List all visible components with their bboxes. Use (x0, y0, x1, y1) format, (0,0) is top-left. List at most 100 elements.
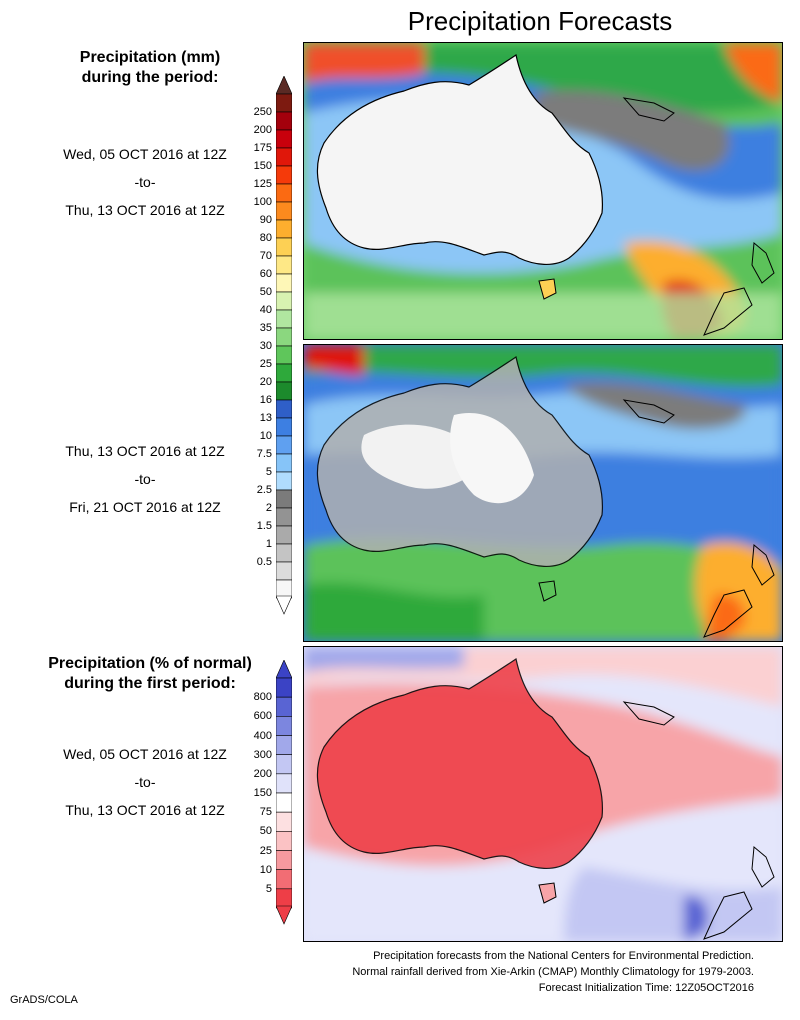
map-period2 (303, 344, 783, 642)
colorbar-swatch (276, 579, 292, 599)
new-zealand-outline (703, 846, 775, 940)
period3-end: Thu, 13 OCT 2016 at 12Z (65, 802, 225, 818)
colorbar-label: 2 (265, 502, 272, 514)
colorbar-label: 75 (259, 806, 272, 819)
colorbar-label: 1 (265, 538, 272, 550)
colorbar-swatch (276, 435, 292, 455)
colorbar-swatch (276, 453, 292, 473)
period2-end: Fri, 21 OCT 2016 at 12Z (69, 499, 221, 515)
page-title: Precipitation Forecasts (407, 6, 673, 36)
period2-start: Thu, 13 OCT 2016 at 12Z (65, 443, 225, 459)
colorbar-label: 175 (253, 142, 272, 154)
colorbar-swatch (276, 543, 292, 563)
colorbar-swatch (276, 381, 292, 401)
precip-pct-title-line1: Precipitation (% of normal) (48, 655, 252, 672)
precip-mm-colorbar (276, 76, 292, 615)
map-percent-normal (303, 646, 783, 942)
colorbar-label: 10 (259, 863, 272, 876)
pct-colorbar-top-arrow (276, 660, 292, 679)
period1-sep: -to- (134, 174, 156, 190)
colorbar-swatch (276, 869, 292, 890)
colorbar-top-arrow (276, 76, 292, 95)
colorbar-label: 0.5 (256, 556, 272, 568)
colorbar-label: 70 (259, 250, 272, 262)
colorbar-swatch (276, 754, 292, 775)
colorbar-label: 25 (259, 358, 272, 370)
colorbar-label: 60 (259, 268, 272, 280)
colorbar-swatch (276, 345, 292, 365)
australia-outline (316, 658, 604, 869)
colorbar-swatch (276, 327, 292, 347)
colorbar-label: 5 (265, 466, 272, 478)
colorbar-label: 1.5 (256, 520, 272, 532)
pct-colorbar-bottom-arrow (276, 905, 292, 925)
period1-end: Thu, 13 OCT 2016 at 12Z (65, 202, 225, 218)
period3-sep: -to- (134, 774, 156, 790)
colorbar-swatch (276, 507, 292, 527)
colorbar-label: 35 (259, 322, 272, 334)
colorbar-label: 20 (259, 376, 272, 388)
colorbar-swatch (276, 716, 292, 736)
colorbar-label: 400 (253, 729, 272, 742)
colorbar-swatch (276, 735, 292, 755)
colorbar-swatch (276, 561, 292, 581)
colorbar-swatch (276, 773, 292, 794)
colorbar-bottom-arrow (276, 595, 292, 615)
footer-line1: Precipitation forecasts from the Nationa… (373, 950, 754, 962)
colorbar-swatch (276, 291, 292, 311)
colorbar-label: 40 (259, 304, 272, 316)
colorbar-swatch (276, 255, 292, 275)
colorbar-label: 800 (253, 691, 272, 704)
map-period1 (303, 42, 783, 340)
colorbar-label: 10 (259, 430, 272, 442)
colorbar-swatch (276, 219, 292, 239)
new-guinea-outline (622, 701, 675, 726)
colorbar-label: 150 (253, 160, 272, 172)
australia-outline (316, 54, 604, 265)
colorbar-swatch (276, 471, 292, 491)
precip-pct-colorbar (276, 660, 292, 925)
tasmania-outline (538, 580, 557, 602)
colorbar-swatch (276, 831, 292, 851)
precip-pct-title: Precipitation (% of normal) during the f… (0, 654, 300, 694)
credit-text: GrADS/COLA (10, 994, 78, 1006)
colorbar-swatch (276, 850, 292, 870)
colorbar-label: 13 (259, 412, 272, 424)
colorbar-swatch (276, 696, 292, 717)
colorbar-swatch (276, 201, 292, 221)
colorbar-label: 25 (259, 844, 272, 857)
precip-pct-title-line2: during the first period: (64, 675, 236, 692)
colorbar-swatch (276, 888, 292, 909)
colorbar-swatch (276, 237, 292, 257)
colorbar-label: 50 (259, 825, 272, 838)
colorbar-swatch (276, 309, 292, 329)
colorbar-swatch (276, 129, 292, 149)
colorbar-swatch (276, 183, 292, 203)
footer-line2: Normal rainfall derived from Xie-Arkin (… (352, 966, 754, 978)
new-zealand-outline (703, 544, 775, 638)
colorbar-swatch (276, 677, 292, 698)
colorbar-swatch (276, 489, 292, 509)
colorbar-label: 80 (259, 232, 272, 244)
colorbar-swatch (276, 93, 292, 113)
colorbar-label: 30 (259, 340, 272, 352)
footer-notes: Precipitation forecasts from the Nationa… (352, 948, 754, 996)
footer-line3: Forecast Initialization Time: 12Z05OCT20… (538, 982, 754, 994)
colorbar-label: 125 (253, 178, 272, 190)
precip-mm-title-line2: during the period: (81, 69, 219, 86)
new-zealand-outline (703, 242, 775, 336)
colorbar-swatch (276, 417, 292, 437)
colorbar-swatch (276, 273, 292, 293)
colorbar-label: 200 (253, 767, 272, 780)
colorbar-label: 7.5 (256, 448, 272, 460)
colorbar-label: 250 (253, 106, 272, 118)
tasmania-outline (538, 882, 557, 904)
colorbar-label: 600 (253, 710, 272, 723)
period2-sep: -to- (134, 471, 156, 487)
colorbar-label: 300 (253, 748, 272, 761)
colorbar-label: 90 (259, 214, 272, 226)
precip-mm-title-line1: Precipitation (mm) (79, 49, 221, 66)
colorbar-label: 2.5 (256, 484, 272, 496)
colorbar-label: 150 (253, 787, 272, 799)
precip-mm-colorbar-labels: 250 200 175 150 125 100 90 80 70 60 50 40 35 30 25 20 16… (236, 76, 272, 616)
